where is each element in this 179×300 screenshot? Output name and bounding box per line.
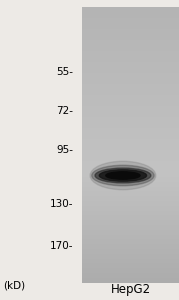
Ellipse shape (99, 170, 147, 181)
Ellipse shape (106, 172, 140, 179)
Text: 55-: 55- (56, 67, 73, 77)
Ellipse shape (90, 161, 156, 190)
Ellipse shape (95, 168, 151, 183)
Text: 95-: 95- (56, 145, 73, 155)
Text: HepG2: HepG2 (111, 283, 151, 296)
Ellipse shape (92, 165, 154, 186)
Text: 170-: 170- (50, 241, 73, 251)
Text: (kD): (kD) (4, 280, 26, 290)
Text: 130-: 130- (50, 199, 73, 209)
Text: 72-: 72- (56, 106, 73, 116)
